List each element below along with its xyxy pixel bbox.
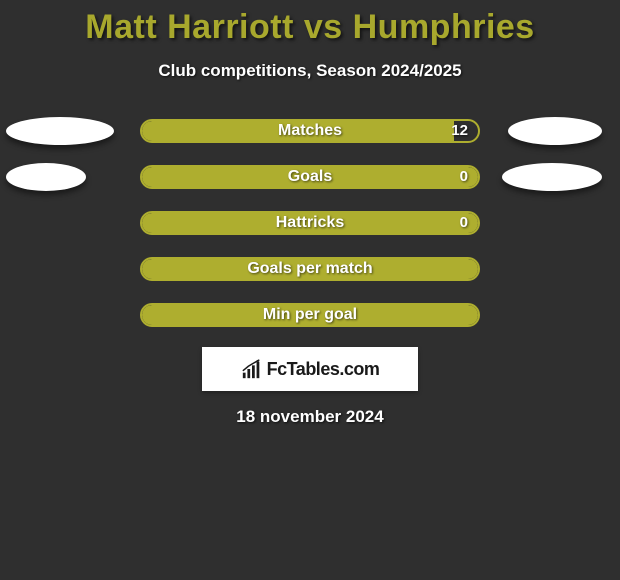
stat-label: Hattricks xyxy=(142,213,478,233)
bar-track: Goals per match xyxy=(140,257,480,281)
stat-label: Goals per match xyxy=(142,259,478,279)
logo-box: FcTables.com xyxy=(202,347,418,391)
left-ellipse xyxy=(6,117,114,145)
stat-value: 12 xyxy=(451,121,468,141)
date-text: 18 november 2024 xyxy=(0,407,620,427)
stat-label: Matches xyxy=(142,121,478,141)
bar-track: Min per goal xyxy=(140,303,480,327)
stat-row: Matches12 xyxy=(0,119,620,143)
bar-track: Hattricks0 xyxy=(140,211,480,235)
stat-row: Goals per match xyxy=(0,257,620,281)
stat-label: Goals xyxy=(142,167,478,187)
bars-growth-icon xyxy=(241,358,263,380)
stat-value: 0 xyxy=(460,167,468,187)
bar-track: Goals0 xyxy=(140,165,480,189)
comparison-rows: Matches12Goals0Hattricks0Goals per match… xyxy=(0,119,620,327)
stat-row: Min per goal xyxy=(0,303,620,327)
left-ellipse xyxy=(6,163,86,191)
stat-value: 0 xyxy=(460,213,468,233)
bar-track: Matches12 xyxy=(140,119,480,143)
stat-row: Hattricks0 xyxy=(0,211,620,235)
page-title: Matt Harriott vs Humphries xyxy=(0,0,620,47)
right-ellipse xyxy=(508,117,602,145)
stat-row: Goals0 xyxy=(0,165,620,189)
logo-text: FcTables.com xyxy=(267,359,380,380)
right-ellipse xyxy=(502,163,602,191)
stat-label: Min per goal xyxy=(142,305,478,325)
subtitle: Club competitions, Season 2024/2025 xyxy=(0,61,620,81)
